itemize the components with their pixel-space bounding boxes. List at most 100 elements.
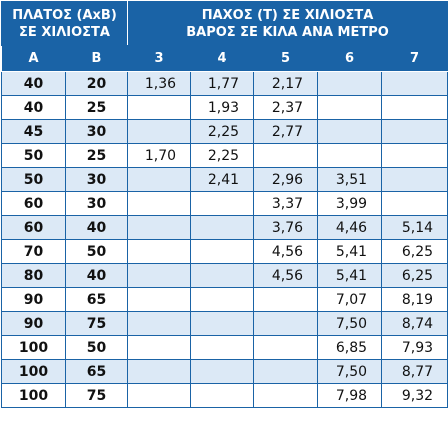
cell-weight-t5: 3,37 [253, 191, 319, 216]
cell-weight-t4 [190, 335, 255, 360]
cell-weight-t5: 2,17 [253, 71, 319, 96]
cell-weight-t3 [127, 239, 192, 264]
cell-b: 50 [64, 239, 129, 264]
table-row: 40 25 1,93 2,37 [1, 95, 448, 120]
thickness-header-line1: ΠΑΧΟΣ (T) ΣΕ ΧΙΛΙΟΣΤΑ [201, 7, 374, 23]
cell-weight-t7: 6,25 [381, 239, 448, 264]
cell-weight-t3 [127, 359, 192, 384]
cell-weight-t3 [127, 287, 192, 312]
cell-weight-t7: 5,14 [381, 215, 448, 240]
table-body: 40 20 1,36 1,77 2,17 40 25 1,93 2,37 45 30 2,25 2,77… [1, 71, 448, 408]
cell-weight-t6: 7,07 [317, 287, 383, 312]
table-row: 50 30 2,41 2,96 3,51 [1, 167, 448, 192]
column-header-b: B [64, 45, 129, 72]
cell-weight-t5 [253, 287, 319, 312]
table-row: 60 30 3,37 3,99 [1, 191, 448, 216]
column-header-t7: 7 [381, 45, 448, 72]
cell-weight-t7: 7,93 [381, 335, 448, 360]
cell-b: 20 [64, 71, 129, 96]
cell-weight-t4: 2,25 [190, 143, 255, 168]
width-header-line1: ΠΛΑΤΟΣ (AxB) [12, 7, 117, 23]
cell-weight-t3 [127, 311, 192, 336]
cell-weight-t5 [253, 311, 319, 336]
cell-weight-t7 [381, 143, 448, 168]
column-header-t3: 3 [127, 45, 192, 72]
cell-weight-t7 [381, 95, 448, 120]
cell-weight-t6 [317, 71, 383, 96]
cell-b: 65 [64, 359, 129, 384]
table-header: ΠΛΑΤΟΣ (AxB) ΣΕ ΧΙΛΙΟΣΤΑ ΠΑΧΟΣ (T) ΣΕ ΧΙ… [0, 1, 448, 72]
cell-weight-t3 [127, 191, 192, 216]
cell-weight-t3: 1,70 [127, 143, 192, 168]
cell-weight-t5 [253, 143, 319, 168]
cell-weight-t6: 5,41 [317, 263, 383, 288]
thickness-header-line2: ΒΑΡΟΣ ΣΕ ΚΙΛΑ ΑΝΑ ΜΕΤΡΟ [186, 24, 389, 40]
cell-weight-t5: 2,77 [253, 119, 319, 144]
cell-weight-t7: 8,19 [381, 287, 448, 312]
column-header-t6: 6 [317, 45, 383, 72]
cell-weight-t5: 4,56 [253, 263, 319, 288]
cell-weight-t6 [317, 95, 383, 120]
table-row: 100 50 6,85 7,93 [1, 335, 448, 360]
width-header-line2: ΣΕ ΧΙΛΙΟΣΤΑ [19, 24, 110, 40]
cell-weight-t6: 7,50 [317, 311, 383, 336]
cell-a: 40 [1, 95, 66, 120]
cell-weight-t7: 8,77 [381, 359, 448, 384]
cell-weight-t4 [190, 311, 255, 336]
cell-b: 65 [64, 287, 129, 312]
table-row: 90 75 7,50 8,74 [1, 311, 448, 336]
cell-b: 75 [64, 383, 129, 408]
cell-weight-t4 [190, 191, 255, 216]
cell-weight-t7 [381, 191, 448, 216]
cell-weight-t3 [127, 383, 192, 408]
cell-b: 25 [64, 143, 129, 168]
cell-weight-t3: 1,36 [127, 71, 192, 96]
column-header-a: A [1, 45, 66, 72]
cell-weight-t6: 4,46 [317, 215, 383, 240]
cell-b: 40 [64, 263, 129, 288]
cell-weight-t3 [127, 95, 192, 120]
table-row: 90 65 7,07 8,19 [1, 287, 448, 312]
width-header: ΠΛΑΤΟΣ (AxB) ΣΕ ΧΙΛΙΟΣΤΑ [0, 1, 129, 46]
cell-weight-t5: 2,37 [253, 95, 319, 120]
cell-a: 90 [1, 311, 66, 336]
cell-a: 70 [1, 239, 66, 264]
cell-weight-t7 [381, 119, 448, 144]
table-row: 80 40 4,56 5,41 6,25 [1, 263, 448, 288]
table-row: 100 75 7,98 9,32 [1, 383, 448, 408]
cell-weight-t4 [190, 263, 255, 288]
cell-weight-t4: 2,25 [190, 119, 255, 144]
cell-weight-t6: 3,51 [317, 167, 383, 192]
cell-weight-t6: 3,99 [317, 191, 383, 216]
table-row: 45 30 2,25 2,77 [1, 119, 448, 144]
column-header-t5: 5 [253, 45, 319, 72]
table-row: 100 65 7,50 8,77 [1, 359, 448, 384]
cell-a: 40 [1, 71, 66, 96]
cell-weight-t5: 3,76 [253, 215, 319, 240]
cell-weight-t6: 7,50 [317, 359, 383, 384]
cell-a: 80 [1, 263, 66, 288]
cell-a: 60 [1, 215, 66, 240]
cell-a: 100 [1, 383, 66, 408]
cell-weight-t6: 7,98 [317, 383, 383, 408]
cell-weight-t5: 4,56 [253, 239, 319, 264]
cell-weight-t3 [127, 263, 192, 288]
cell-weight-t3 [127, 119, 192, 144]
cell-a: 50 [1, 143, 66, 168]
cell-a: 100 [1, 359, 66, 384]
cell-weight-t3 [127, 335, 192, 360]
cell-b: 75 [64, 311, 129, 336]
cell-weight-t6: 5,41 [317, 239, 383, 264]
cell-weight-t6: 6,85 [317, 335, 383, 360]
cell-a: 60 [1, 191, 66, 216]
cell-b: 40 [64, 215, 129, 240]
cell-weight-t4 [190, 287, 255, 312]
cell-weight-t6 [317, 143, 383, 168]
cell-weight-t7: 9,32 [381, 383, 448, 408]
cell-b: 30 [64, 119, 129, 144]
table-row: 70 50 4,56 5,41 6,25 [1, 239, 448, 264]
cell-a: 50 [1, 167, 66, 192]
cell-weight-t7: 6,25 [381, 263, 448, 288]
cell-weight-t7: 8,74 [381, 311, 448, 336]
